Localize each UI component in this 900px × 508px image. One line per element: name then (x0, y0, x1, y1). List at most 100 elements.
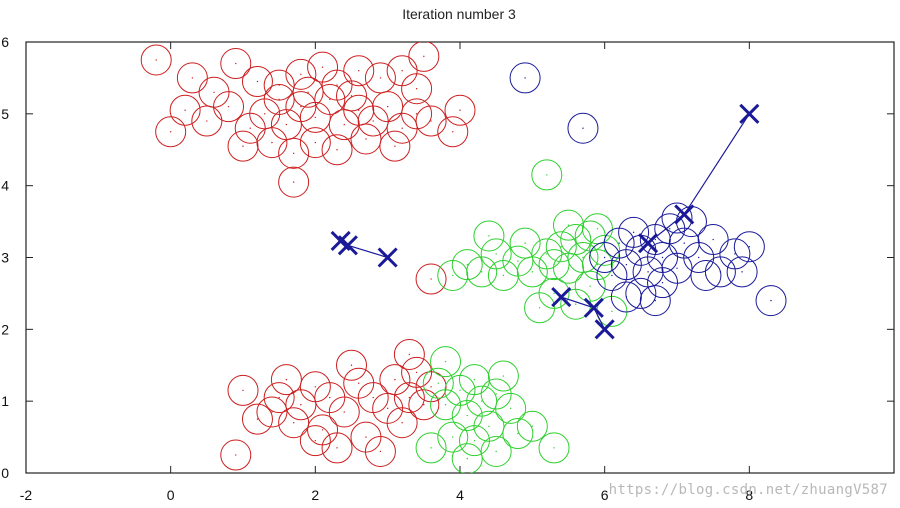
series-0-point-49 (270, 364, 302, 396)
series-0-point-center-50 (300, 404, 302, 406)
series-1-point-38 (451, 443, 483, 473)
series-1-point-25 (581, 213, 613, 245)
series-0-point-center-8 (336, 84, 338, 86)
series-0-point-55 (343, 367, 375, 399)
y-tick-label-3: 3 (1, 250, 9, 266)
series-2-point-22 (647, 267, 679, 299)
series-0-point-center-47 (256, 418, 259, 420)
series-1-point-22 (473, 220, 505, 252)
series-1-point-center-41 (531, 425, 534, 428)
series-0-point-27 (372, 91, 404, 123)
series-0-point-center-60 (401, 422, 403, 424)
series-0-point-center-28 (401, 127, 403, 129)
series-0-point-center-52 (321, 429, 324, 431)
series-1-point-31 (466, 385, 498, 417)
series-0-point-43 (263, 69, 295, 101)
series-1-point-center-32 (488, 425, 490, 428)
series-0-point-14 (155, 116, 187, 148)
series-1-point-center-16 (603, 249, 606, 252)
series-1-point-2 (451, 249, 483, 281)
series-0-point-23 (314, 83, 346, 115)
centroid-marker-1-1 (583, 297, 604, 318)
series-0-point-center-66 (336, 447, 338, 449)
series-0-point-44 (415, 263, 447, 295)
series-2-point-center-9 (654, 238, 656, 241)
series-1-point-center-4 (495, 253, 497, 255)
series-2-point-center-19 (748, 246, 751, 248)
series-0-point-56 (350, 421, 382, 453)
series-1-point-30 (458, 364, 490, 396)
series-2-point-27 (661, 202, 693, 234)
y-tick-label-6: 6 (1, 34, 9, 50)
series-1-point-center-8 (546, 253, 548, 255)
centroid-marker-0-0 (377, 247, 398, 268)
series-0-point-center-24 (343, 123, 345, 126)
series-0-point-53 (314, 382, 346, 414)
centroid-marker-0-2 (330, 230, 351, 252)
series-0-point-center-4 (256, 80, 259, 83)
series-0-point-center-65 (292, 422, 295, 424)
series-0-point-31 (437, 116, 469, 148)
series-2-point-23 (610, 281, 642, 313)
series-0-point-12 (408, 42, 440, 72)
series-0-point-2 (198, 76, 230, 108)
series-1-point-33 (480, 378, 512, 410)
series-0-point-0 (140, 44, 172, 76)
series-1-point-center-26 (437, 382, 439, 384)
series-0-point-30 (415, 105, 447, 137)
series-1-point-center-39 (452, 436, 454, 438)
centroid-marker-2-2 (638, 233, 659, 254)
series-1-point-center-22 (488, 235, 490, 237)
series-1-point-center-7 (531, 271, 534, 273)
series-1-point-center-3 (481, 271, 483, 273)
series-0-point-center-32 (459, 109, 461, 111)
centroid-marker-1-2 (551, 286, 572, 308)
y-tick-label-2: 2 (1, 321, 9, 337)
centroid-marker-1-0 (594, 319, 615, 340)
series-0-point-center-20 (285, 123, 288, 126)
series-0-point-center-3 (235, 62, 237, 65)
series-1-point-center-28 (459, 389, 461, 392)
series-0-point-10 (364, 62, 396, 94)
series-1-point-center-15 (596, 263, 599, 266)
series-0-point-63 (408, 389, 440, 421)
series-0-point-68 (256, 396, 288, 428)
series-0-point-42 (336, 80, 367, 112)
series-0-point-center-13 (415, 87, 418, 90)
series-2-point-21 (625, 277, 657, 309)
series-2-point-center-13 (683, 242, 685, 244)
series-1-point-center-19 (575, 303, 577, 305)
series-1-point-center-29 (466, 414, 468, 417)
series-2-point-center-22 (661, 281, 664, 284)
series-2-point-20 (726, 256, 758, 288)
series-2-point-26 (639, 285, 671, 317)
series-1-point-18 (538, 277, 570, 309)
series-1-point-20 (574, 270, 606, 302)
series-0-point-center-46 (235, 454, 237, 456)
series-0-point-60 (386, 407, 418, 439)
series-2-point-center-27 (676, 217, 678, 219)
series-0-point-center-67 (379, 450, 382, 453)
series-0-point-4 (241, 66, 273, 98)
series-1-point-41 (516, 410, 548, 442)
series-0-point-center-45 (242, 389, 244, 392)
series-0-point-center-26 (372, 120, 374, 122)
series-0-point-45 (227, 374, 259, 406)
series-0-point-center-18 (249, 127, 251, 129)
x-tick-label-2: 2 (311, 487, 319, 503)
series-0-point-center-54 (343, 411, 345, 413)
x-tick-label-5: 8 (745, 487, 753, 503)
series-2-point-center-24 (705, 274, 707, 277)
series-0-point-center-11 (401, 70, 403, 72)
x-tick-label-4: 6 (601, 487, 609, 503)
series-1-point-center-44 (444, 360, 447, 363)
series-1-point-9 (538, 249, 570, 281)
series-1-point-29 (451, 400, 483, 432)
series-0-point-center-19 (264, 113, 266, 115)
series-0-point-66 (321, 432, 353, 464)
series-1-point-4 (480, 238, 512, 270)
series-0-point-center-61 (408, 396, 411, 399)
series-0-point-9 (343, 55, 375, 87)
series-0-point-34 (256, 127, 288, 159)
series-0-point-center-42 (350, 95, 353, 97)
